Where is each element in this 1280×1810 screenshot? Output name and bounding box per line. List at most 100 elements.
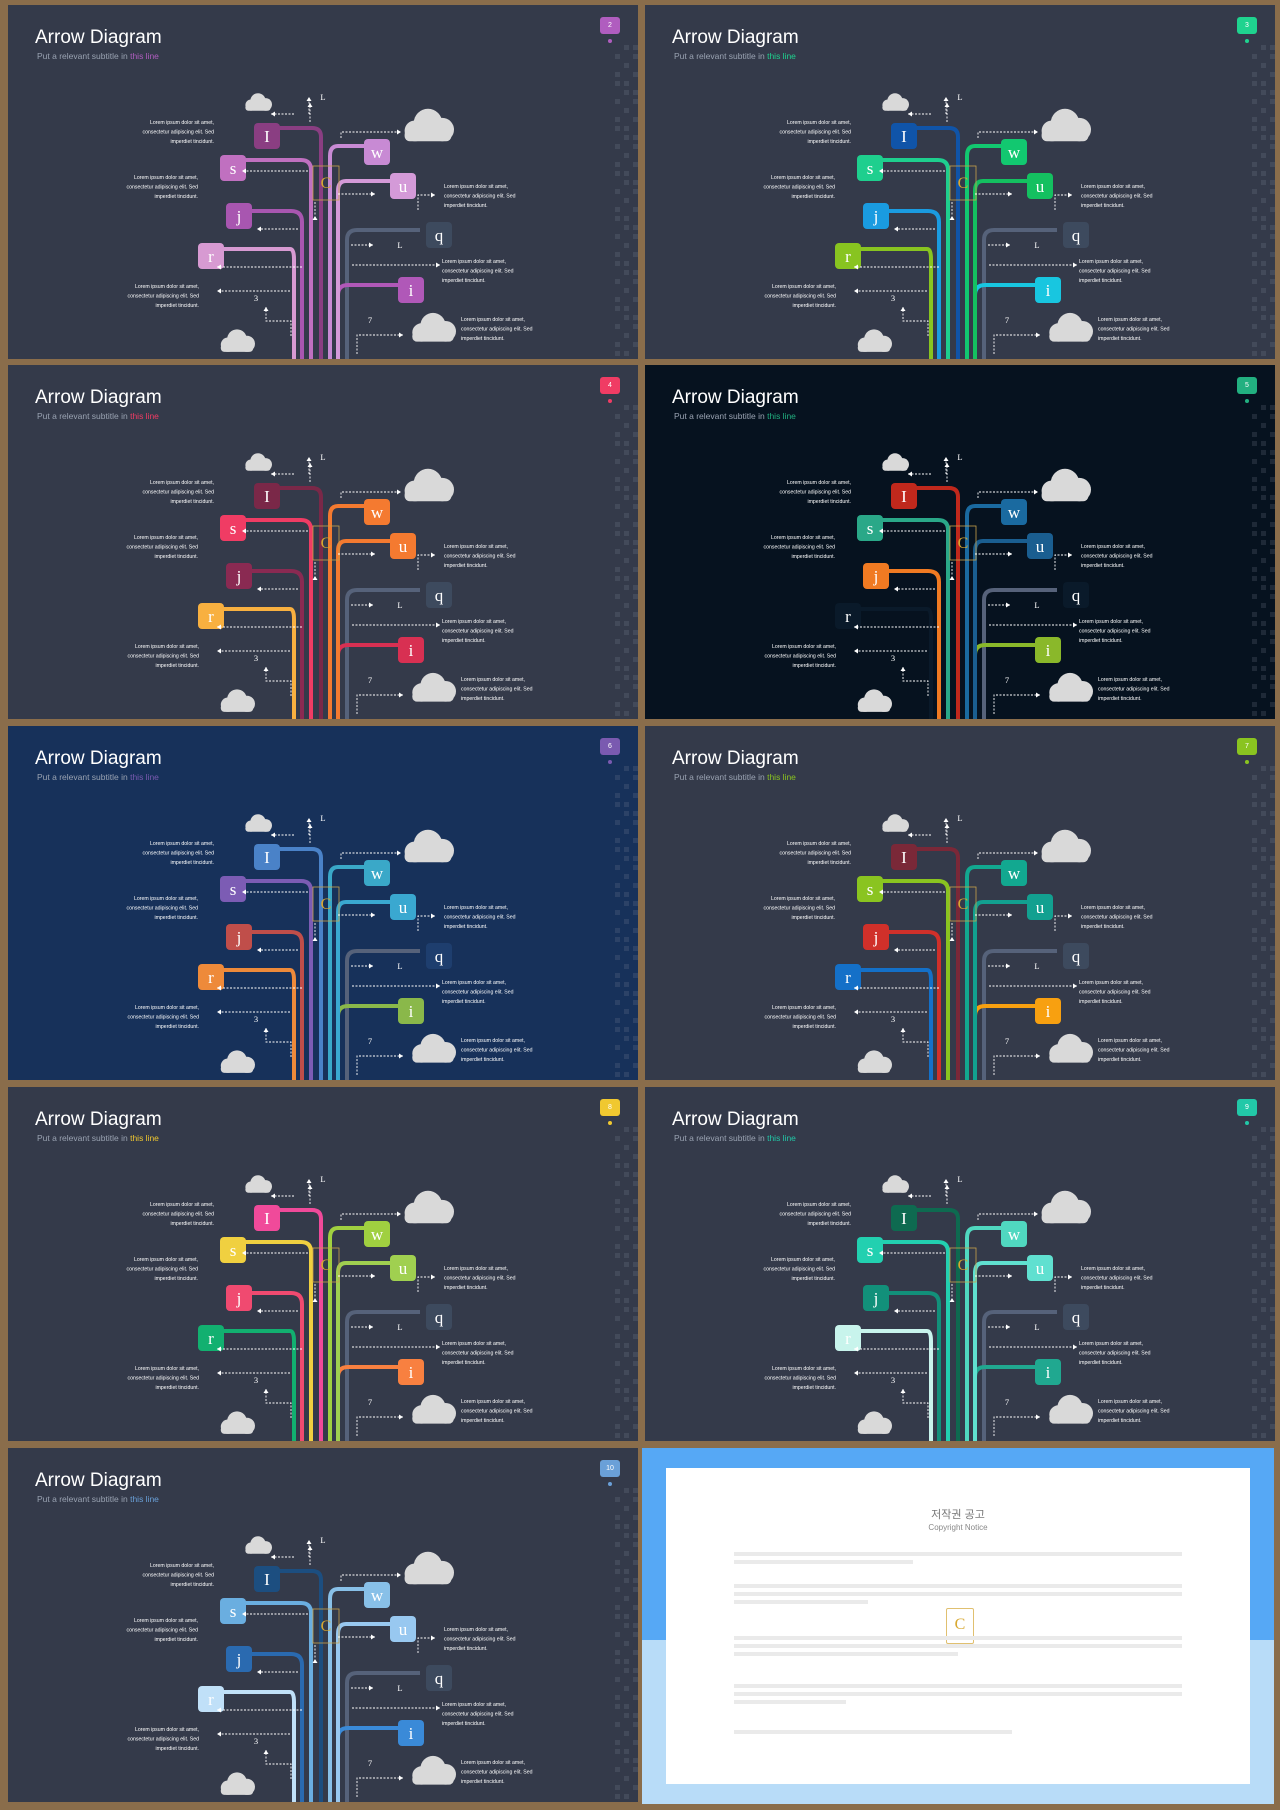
slide-6[interactable]: Arrow Diagram Put a relevant subtitle in … xyxy=(8,726,638,1080)
letter-box-r[interactable]: r xyxy=(198,964,224,990)
letter-box-r[interactable]: r xyxy=(198,1686,224,1712)
letter-box-s[interactable]: s xyxy=(857,155,883,181)
letter-box-j[interactable]: j xyxy=(226,1285,252,1311)
slide-2[interactable]: Arrow Diagram Put a relevant subtitle in … xyxy=(8,5,638,359)
letter-box-q[interactable]: q xyxy=(426,1304,452,1330)
letter-box-I[interactable]: I xyxy=(254,844,280,870)
letter-box-i[interactable]: i xyxy=(1035,277,1061,303)
arrow-left-s-head xyxy=(242,168,246,174)
slide-4[interactable]: Arrow Diagram Put a relevant subtitle in … xyxy=(8,365,638,719)
letter-box-u[interactable]: u xyxy=(390,173,416,199)
letter-box-I[interactable]: I xyxy=(254,123,280,149)
svg-text:j: j xyxy=(236,1289,242,1308)
letter-box-j[interactable]: j xyxy=(226,924,252,950)
letter-box-j[interactable]: j xyxy=(226,1646,252,1672)
arrow-right-q-head xyxy=(431,1635,435,1641)
cloud-icon-bottom-left xyxy=(857,1050,892,1073)
letter-box-u[interactable]: u xyxy=(1027,1255,1053,1281)
letter-box-q[interactable]: q xyxy=(1063,943,1089,969)
letter-box-i[interactable]: i xyxy=(398,637,424,663)
letter-box-w[interactable]: w xyxy=(1001,499,1027,525)
letter-box-I[interactable]: I xyxy=(891,483,917,509)
letter-box-s[interactable]: s xyxy=(220,515,246,541)
letter-box-r[interactable]: r xyxy=(835,964,861,990)
letter-box-w[interactable]: w xyxy=(364,860,390,886)
letter-box-q[interactable]: q xyxy=(1063,222,1089,248)
letter-box-w[interactable]: w xyxy=(364,1221,390,1247)
letter-box-r[interactable]: r xyxy=(198,243,224,269)
letter-box-q[interactable]: q xyxy=(1063,1304,1089,1330)
slide-5[interactable]: Arrow Diagram Put a relevant subtitle in … xyxy=(645,365,1275,719)
slide-10[interactable]: Arrow Diagram Put a relevant subtitle in … xyxy=(8,1448,638,1802)
letter-box-i[interactable]: i xyxy=(398,1359,424,1385)
letter-box-j[interactable]: j xyxy=(226,563,252,589)
letter-box-q[interactable]: q xyxy=(426,582,452,608)
slide-number-badge: 4 xyxy=(600,377,620,394)
letter-box-i[interactable]: i xyxy=(1035,637,1061,663)
letter-box-q[interactable]: q xyxy=(1063,582,1089,608)
slide-subtitle: Put a relevant subtitle in this line xyxy=(37,1494,159,1504)
letter-box-i[interactable]: i xyxy=(398,277,424,303)
letter-box-u[interactable]: u xyxy=(390,1616,416,1642)
line-I xyxy=(265,1569,323,1802)
letter-box-r[interactable]: r xyxy=(835,243,861,269)
letter-box-s[interactable]: s xyxy=(857,1237,883,1263)
letter-box-q[interactable]: q xyxy=(426,1665,452,1691)
letter-box-u[interactable]: u xyxy=(390,533,416,559)
letter-box-I[interactable]: I xyxy=(891,123,917,149)
label-n3: 3 xyxy=(891,1014,895,1024)
text-block-left-3: Lorem ipsum dolor sit amet, consectetur a… xyxy=(127,644,199,669)
letter-box-r[interactable]: r xyxy=(835,1325,861,1351)
cloud-icon-top-left xyxy=(882,453,909,471)
slide-8[interactable]: Arrow Diagram Put a relevant subtitle in … xyxy=(8,1087,638,1441)
letter-box-I[interactable]: I xyxy=(254,1205,280,1231)
letter-box-s[interactable]: s xyxy=(857,876,883,902)
letter-box-I[interactable]: I xyxy=(891,844,917,870)
letter-box-I[interactable]: I xyxy=(254,483,280,509)
letter-box-w[interactable]: w xyxy=(1001,1221,1027,1247)
letter-box-i[interactable]: i xyxy=(398,998,424,1024)
cloud-icon-bottom-right xyxy=(412,312,456,342)
letter-box-q[interactable]: q xyxy=(426,943,452,969)
letter-box-s[interactable]: s xyxy=(220,1598,246,1624)
slide-3[interactable]: Arrow Diagram Put a relevant subtitle in … xyxy=(645,5,1275,359)
letter-box-w[interactable]: w xyxy=(364,1582,390,1608)
letter-box-u[interactable]: u xyxy=(1027,894,1053,920)
letter-box-i[interactable]: i xyxy=(1035,1359,1061,1385)
letter-box-u[interactable]: u xyxy=(1027,533,1053,559)
letter-box-s[interactable]: s xyxy=(220,1237,246,1263)
letter-box-j[interactable]: j xyxy=(863,1285,889,1311)
letter-box-s[interactable]: s xyxy=(220,155,246,181)
letter-box-s[interactable]: s xyxy=(857,515,883,541)
letter-box-I[interactable]: I xyxy=(891,1205,917,1231)
svg-text:C: C xyxy=(958,1257,969,1274)
letter-box-q[interactable]: q xyxy=(426,222,452,248)
letter-box-i[interactable]: i xyxy=(1035,998,1061,1024)
letter-box-r[interactable]: r xyxy=(198,1325,224,1351)
svg-text:I: I xyxy=(264,848,270,867)
letter-box-w[interactable]: w xyxy=(1001,139,1027,165)
letter-box-w[interactable]: w xyxy=(364,499,390,525)
letter-box-r[interactable]: r xyxy=(835,603,861,629)
letter-box-I[interactable]: I xyxy=(254,1566,280,1592)
letter-box-r[interactable]: r xyxy=(198,603,224,629)
letter-box-u[interactable]: u xyxy=(1027,173,1053,199)
letter-box-j[interactable]: j xyxy=(863,924,889,950)
letter-box-s[interactable]: s xyxy=(220,876,246,902)
letter-box-w[interactable]: w xyxy=(364,139,390,165)
slide-7[interactable]: Arrow Diagram Put a relevant subtitle in … xyxy=(645,726,1275,1080)
letter-box-u[interactable]: u xyxy=(390,894,416,920)
letter-box-i[interactable]: i xyxy=(398,1720,424,1746)
svg-text:I: I xyxy=(264,127,270,146)
letter-box-j[interactable]: j xyxy=(863,563,889,589)
letter-box-j[interactable]: j xyxy=(863,203,889,229)
arrow-left-r-head xyxy=(217,624,221,630)
subtitle-highlight: this line xyxy=(130,411,159,421)
arrow-right-long-head xyxy=(436,262,440,268)
letter-box-w[interactable]: w xyxy=(1001,860,1027,886)
letter-box-u[interactable]: u xyxy=(390,1255,416,1281)
cloud-icon-bottom-right xyxy=(1049,1033,1093,1063)
letter-box-j[interactable]: j xyxy=(226,203,252,229)
arrow-diagram: C Is j r wu q i L L 3 7 Lorem ipsum dolor sit amet,… xyxy=(763,405,1275,719)
slide-9[interactable]: Arrow Diagram Put a relevant subtitle in … xyxy=(645,1087,1275,1441)
